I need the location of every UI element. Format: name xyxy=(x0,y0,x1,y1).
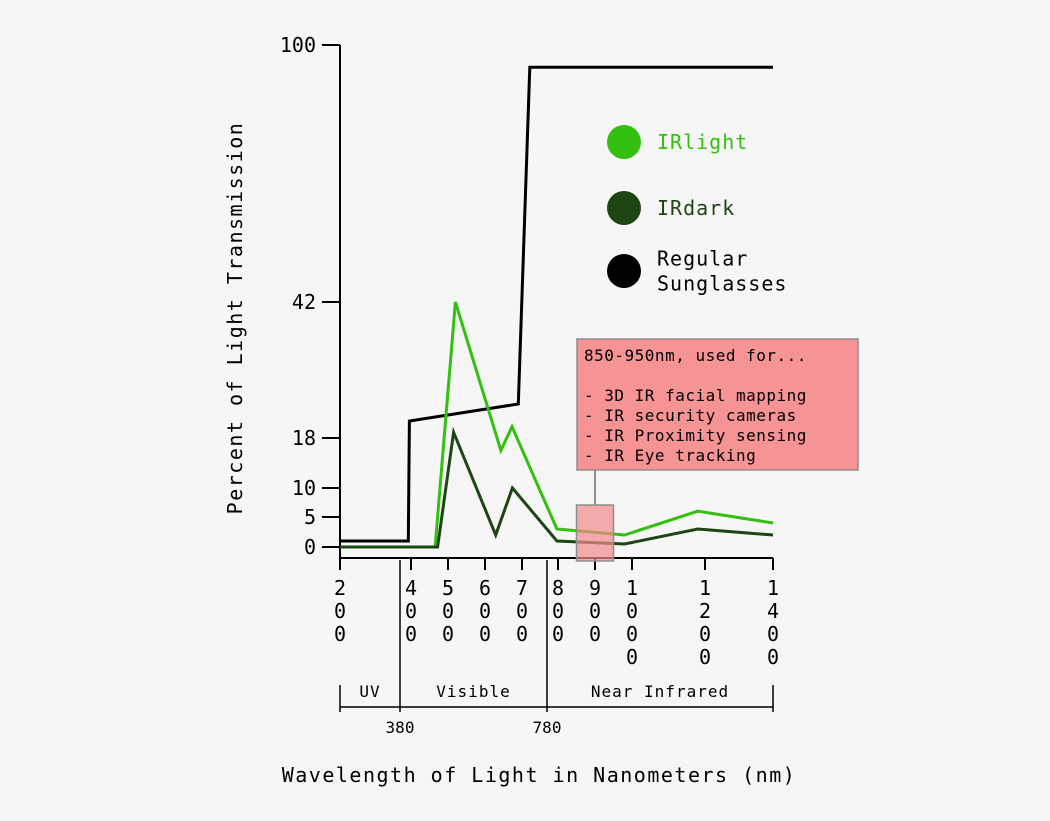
series-lines xyxy=(340,65,774,549)
band-boundary-label: 780 xyxy=(533,718,562,737)
series-line-irdark xyxy=(340,426,774,549)
band-scale: 380 780 UV Visible Near Infrared xyxy=(339,560,774,737)
y-tick-label: 42 xyxy=(292,290,316,314)
legend: IRlight IRdark Regular Sunglasses xyxy=(607,125,787,296)
y-tick-label: 100 xyxy=(280,33,316,57)
y-tick-label: 0 xyxy=(304,535,316,559)
highlight-region xyxy=(575,504,615,562)
legend-label: IRlight xyxy=(657,130,748,154)
y-tick-label: 10 xyxy=(292,476,316,500)
series-line-irlight xyxy=(340,301,774,549)
x-axis-label: Wavelength of Light in Nanometers (nm) xyxy=(282,763,797,787)
annotation: 850-950nm, used for... - 3D IR facial map… xyxy=(576,338,859,471)
legend-label: IRdark xyxy=(657,196,735,220)
legend-marker xyxy=(607,254,641,288)
annotation-text: 850-950nm, used for... - 3D IR facial map… xyxy=(584,346,807,465)
y-tick-label: 5 xyxy=(304,505,316,529)
y-axis-label: Percent of Light Transmission xyxy=(223,122,247,515)
y-tick-label: 18 xyxy=(292,426,316,450)
legend-label: Regular Sunglasses xyxy=(657,247,787,296)
highlight-layer xyxy=(575,470,615,562)
band-label: UV xyxy=(359,682,380,701)
annotation-box xyxy=(576,338,859,471)
band-boundary-label: 380 xyxy=(386,718,415,737)
axes xyxy=(339,45,773,559)
legend-marker xyxy=(607,191,641,225)
series-line-regular-sunglasses xyxy=(340,65,773,543)
band-label: Visible xyxy=(436,682,510,701)
y-ticks: 0 5 10 18 42 100 xyxy=(280,33,340,559)
band-label: Near Infrared xyxy=(591,682,729,701)
x-ticks: 2 0 0 4 0 0 5 0 0 6 0 0 7 0 0 8 0 0 9 0 0 1 0 0 0 1 2 0 0 1 4 0 0 xyxy=(334,558,779,669)
legend-marker xyxy=(607,125,641,159)
